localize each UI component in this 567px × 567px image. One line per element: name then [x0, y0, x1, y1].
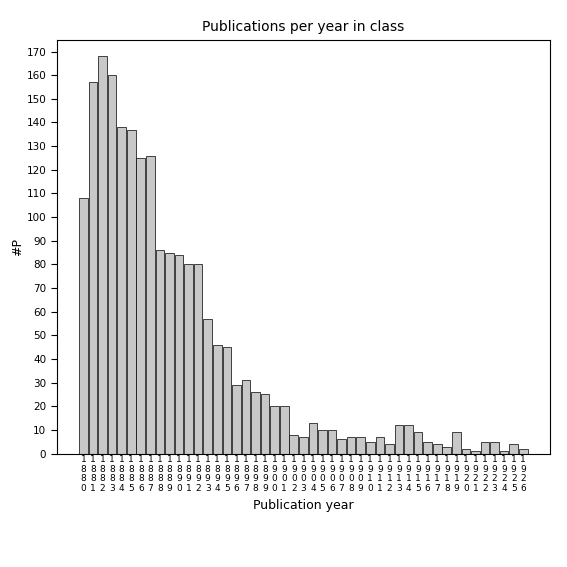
Bar — [223, 347, 231, 454]
Bar — [79, 198, 88, 454]
Bar — [165, 252, 174, 454]
Bar — [280, 407, 289, 454]
Bar — [500, 451, 509, 454]
Bar — [471, 451, 480, 454]
Bar — [337, 439, 346, 454]
Bar — [213, 345, 222, 454]
Bar — [290, 435, 298, 454]
Bar — [414, 432, 422, 454]
Bar — [357, 437, 365, 454]
Bar — [137, 158, 145, 454]
Bar — [242, 380, 250, 454]
Bar — [328, 430, 336, 454]
Bar — [251, 392, 260, 454]
Bar — [232, 385, 241, 454]
Title: Publications per year in class: Publications per year in class — [202, 20, 404, 35]
Bar — [452, 432, 460, 454]
Bar — [88, 82, 98, 454]
Bar — [424, 442, 432, 454]
Bar — [442, 446, 451, 454]
Bar — [270, 407, 279, 454]
Bar — [117, 127, 126, 454]
Bar — [108, 75, 116, 454]
Bar — [127, 130, 136, 454]
Bar — [509, 444, 518, 454]
Bar — [155, 250, 164, 454]
X-axis label: Publication year: Publication year — [253, 498, 354, 511]
Bar — [318, 430, 327, 454]
Bar — [308, 423, 317, 454]
Bar — [519, 449, 527, 454]
Bar — [481, 442, 489, 454]
Bar — [184, 264, 193, 454]
Bar — [146, 155, 155, 454]
Bar — [175, 255, 183, 454]
Bar — [395, 425, 403, 454]
Bar — [261, 395, 269, 454]
Bar — [299, 437, 308, 454]
Bar — [375, 437, 384, 454]
Bar — [347, 437, 356, 454]
Bar — [194, 264, 202, 454]
Bar — [433, 444, 442, 454]
Bar — [385, 444, 393, 454]
Bar — [204, 319, 212, 454]
Bar — [490, 442, 499, 454]
Bar — [98, 56, 107, 454]
Bar — [404, 425, 413, 454]
Bar — [366, 442, 375, 454]
Y-axis label: #P: #P — [11, 238, 24, 256]
Bar — [462, 449, 470, 454]
